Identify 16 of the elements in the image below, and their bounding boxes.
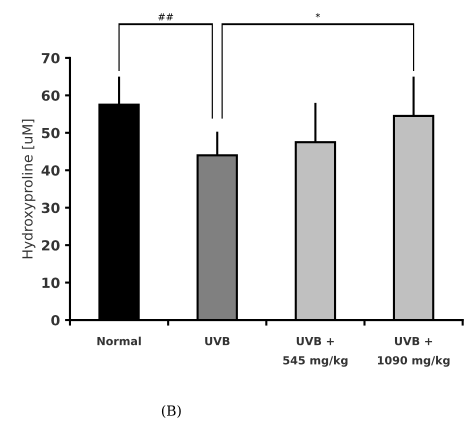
x-tick-label: UVB + 1090 mg/kg (378, 337, 450, 367)
y-tick-label: 50 (42, 128, 60, 138)
text: (B) (162, 405, 181, 418)
y-tick-label: 40 (42, 165, 60, 176)
text: * (316, 13, 320, 18)
text: ## (158, 13, 174, 20)
y-tick-label: 70 (42, 52, 60, 64)
y-tick-label: 20 (42, 240, 60, 251)
x-tick-label: UVB + 545 mg/kg (283, 337, 348, 367)
y-axis-title: Hydroxyproline [uM] (22, 120, 36, 258)
y-tick-label: 60 (42, 90, 60, 101)
x-tick-label: UVB (205, 337, 230, 346)
y-tick-label: 0 (51, 315, 60, 326)
x-tick-label: Normal (97, 336, 141, 346)
y-tick-label: 10 (42, 278, 60, 288)
y-tick-label: 30 (42, 202, 60, 214)
